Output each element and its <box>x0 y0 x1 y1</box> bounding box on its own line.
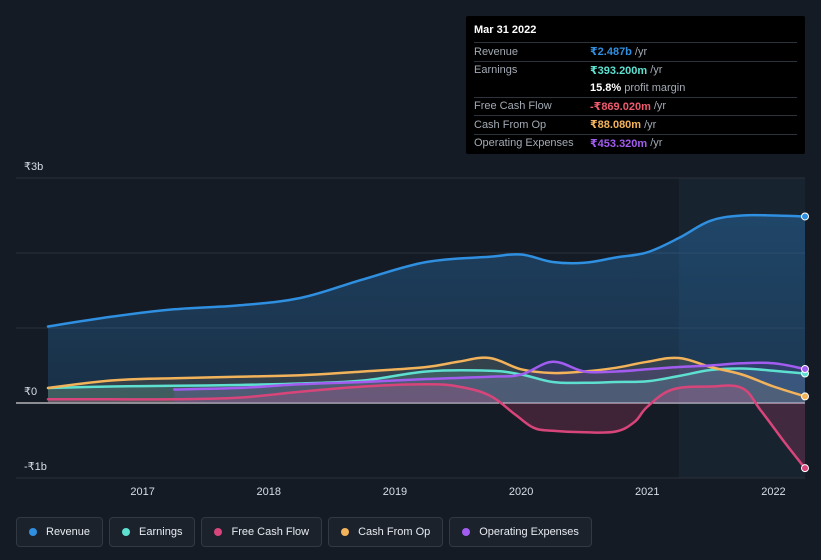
tooltip-row-label: Operating Expenses <box>474 137 574 150</box>
tooltip-row-value: ₹88.080m <box>590 119 642 132</box>
revenue-line <box>46 213 807 328</box>
legend-dot-icon <box>341 528 350 536</box>
legend-dot-icon <box>462 528 471 536</box>
legend-label: Free Cash Flow <box>231 526 310 538</box>
legend: Revenue Earnings Free Cash Flow Cash From O… <box>16 517 592 547</box>
y-label-zero: ₹0 <box>24 386 37 398</box>
legend-label: Cash From Op <box>358 526 431 538</box>
revenue-endpoint <box>801 212 809 221</box>
legend-item-operating-expenses[interactable]: Operating Expenses <box>449 517 592 547</box>
tooltip: Mar 31 2022 Revenue ₹2.487b/yr Earnings ₹39… <box>466 16 805 154</box>
legend-item-earnings[interactable]: Earnings <box>109 517 196 547</box>
tooltip-row-unit: /yr <box>650 64 663 77</box>
legend-dot-icon <box>29 528 37 536</box>
x-tick-label: 2017 <box>130 486 154 498</box>
legend-dot-icon <box>122 528 131 536</box>
operating-expenses-area <box>174 361 805 403</box>
tooltip-row: Operating Expenses ₹453.320m/yr <box>474 133 797 153</box>
tooltip-row-unit: profit margin <box>624 81 686 94</box>
legend-label: Operating Expenses <box>479 526 579 538</box>
tooltip-row-label: Free Cash Flow <box>474 100 552 113</box>
tooltip-row: Earnings ₹393.200m/yr <box>474 60 797 80</box>
y-label-top: ₹3b <box>24 161 43 173</box>
x-tick-label: 2022 <box>761 486 785 498</box>
tooltip-row-label: Earnings <box>474 64 518 77</box>
legend-dot-icon <box>214 528 223 536</box>
legend-label: Revenue <box>46 526 91 538</box>
tooltip-date: Mar 31 2022 <box>474 24 537 36</box>
cash-from-op-line <box>46 356 807 398</box>
tooltip-row-unit: /yr <box>644 118 657 131</box>
tooltip-row-unit: /yr <box>653 100 667 113</box>
free-cash-flow-endpoint <box>801 464 809 473</box>
tooltip-row: Free Cash Flow -₹869.020m/yr <box>474 96 797 116</box>
cash-from-op-endpoint <box>801 392 809 401</box>
tooltip-row: 15.8% profit margin <box>474 79 797 97</box>
x-tick-label: 2020 <box>509 486 533 498</box>
free-cash-flow-line <box>46 383 807 470</box>
tooltip-row-value: ₹2.487b <box>590 46 632 59</box>
tooltip-row-value: ₹393.200m <box>590 64 648 77</box>
x-tick-label: 2018 <box>257 486 281 498</box>
earnings-area <box>48 368 805 403</box>
tooltip-row: Revenue ₹2.487b/yr <box>474 42 797 61</box>
tooltip-row-label: Revenue <box>474 45 519 58</box>
legend-label: Earnings <box>139 526 183 538</box>
tooltip-row: Cash From Op ₹88.080m/yr <box>474 115 797 134</box>
legend-item-revenue[interactable]: Revenue <box>16 517 104 547</box>
revenue-area <box>48 215 805 403</box>
tooltip-row-value: -₹869.020m <box>590 100 651 113</box>
operating-expenses-line <box>172 360 807 391</box>
tooltip-row-unit: /yr <box>650 137 663 150</box>
tooltip-row-unit: /yr <box>634 45 648 58</box>
x-tick-label: 2019 <box>383 486 407 498</box>
legend-item-cash-from-op[interactable]: Cash From Op <box>328 517 444 547</box>
y-label-bottom: -₹1b <box>24 461 47 473</box>
tooltip-row-value: 15.8% <box>590 81 622 94</box>
tooltip-row-label: Cash From Op <box>474 118 547 131</box>
legend-item-free-cash-flow[interactable]: Free Cash Flow <box>201 517 323 547</box>
free-cash-flow-area <box>48 384 805 469</box>
x-tick-label: 2021 <box>635 486 659 498</box>
earnings-line <box>46 367 807 390</box>
tooltip-row-value: ₹453.320m <box>590 137 648 150</box>
operating-expenses-endpoint <box>801 365 809 374</box>
